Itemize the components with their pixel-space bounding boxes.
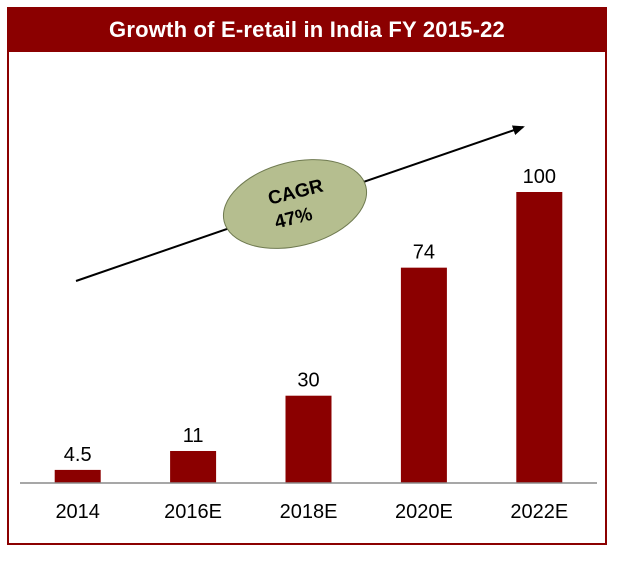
- value-label-2016e: 11: [183, 425, 204, 447]
- x-tick-label-2022e: 2022E: [510, 501, 568, 523]
- x-tick-label-2018e: 2018E: [280, 501, 338, 523]
- x-axis-ticks: 2014 2016E 2018E 2020E 2022E: [55, 501, 568, 523]
- cagr-annotation: CAGR 47%: [222, 159, 368, 249]
- value-label-2014: 4.5: [64, 444, 92, 466]
- bar-2022e: [516, 192, 563, 483]
- bars-group: 4.5 11 30 74 100: [54, 166, 563, 483]
- x-tick-label-2014: 2014: [55, 501, 100, 523]
- value-label-2020e: 74: [413, 242, 435, 264]
- bar-2018e: [285, 395, 332, 483]
- value-label-2018e: 30: [297, 370, 319, 392]
- chart-title: Growth of E-retail in India FY 2015-22: [7, 7, 607, 52]
- bar-2020e: [400, 267, 447, 483]
- value-label-2022e: 100: [523, 166, 556, 188]
- bar-2014: [54, 469, 101, 483]
- bar-2016e: [170, 450, 217, 483]
- cagr-ellipse: [222, 159, 368, 249]
- x-tick-label-2016e: 2016E: [164, 501, 222, 523]
- x-tick-label-2020e: 2020E: [395, 501, 453, 523]
